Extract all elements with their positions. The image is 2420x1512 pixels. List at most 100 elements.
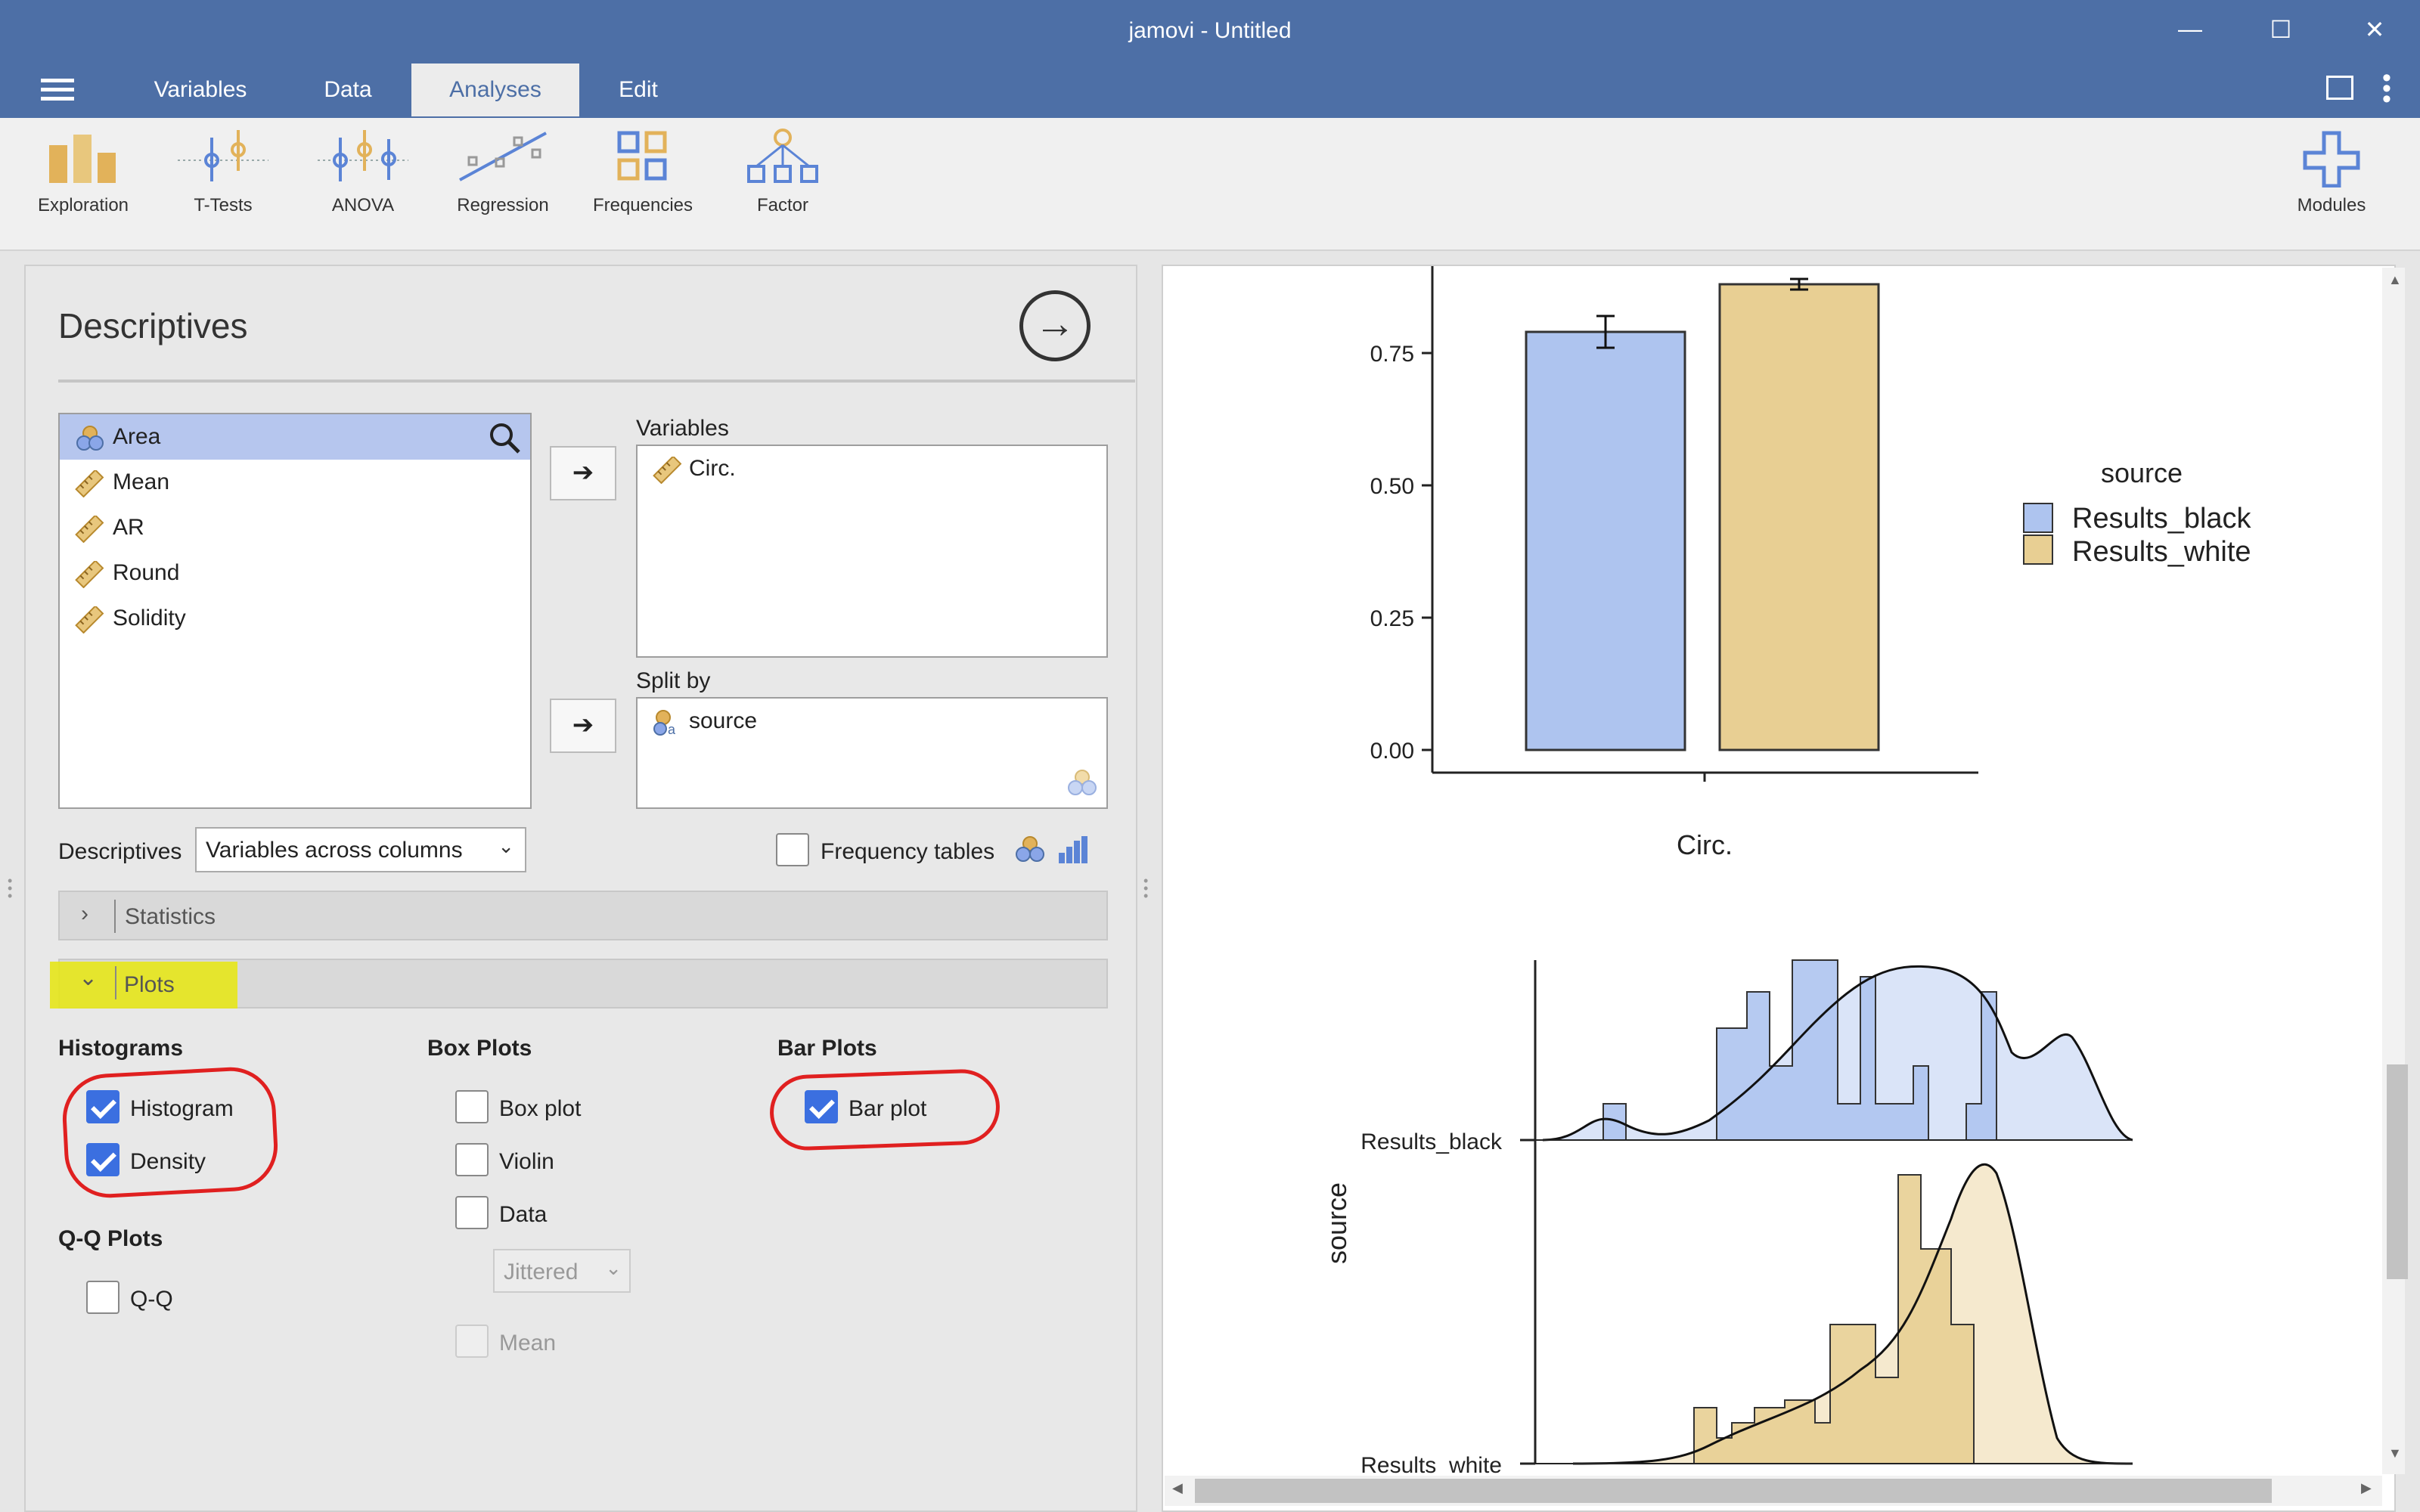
mean-label: Mean bbox=[499, 1331, 557, 1356]
variables-target-list[interactable]: Circ. bbox=[636, 445, 1108, 658]
source-variables-list[interactable]: Area Mean AR Round Solidity bbox=[58, 413, 532, 809]
list-item[interactable]: Area bbox=[60, 414, 530, 460]
bar-plots-header: Bar Plots bbox=[777, 1036, 877, 1061]
list-item[interactable]: Circ. bbox=[638, 446, 1106, 491]
tab-edit[interactable]: Edit bbox=[619, 77, 658, 102]
density-checkbox[interactable] bbox=[86, 1143, 119, 1176]
hamburger-menu-icon[interactable] bbox=[41, 74, 74, 104]
tab-variables[interactable]: Variables bbox=[154, 77, 247, 102]
modules-button[interactable]: Modules bbox=[2267, 127, 2396, 240]
density-curve-white bbox=[1572, 1163, 2133, 1465]
title-bar bbox=[0, 0, 2420, 118]
bar-x-label: Circ. bbox=[1677, 829, 1733, 860]
nominal-variable-icon bbox=[1068, 770, 1097, 795]
layout-select[interactable]: Variables across columns ⌄ bbox=[195, 827, 526, 872]
density-y-label-white: Results_white bbox=[1360, 1453, 1502, 1478]
regression-button[interactable]: Regression bbox=[439, 127, 567, 240]
legend-title: source bbox=[2101, 457, 2183, 488]
chevron-down-icon: ⌄ bbox=[498, 835, 514, 857]
layout-label: Descriptives bbox=[58, 839, 182, 864]
red-annotation-circle bbox=[768, 1067, 1001, 1152]
density-y-label-black: Results_black bbox=[1360, 1129, 1503, 1154]
qq-checkbox[interactable] bbox=[86, 1281, 119, 1314]
error-bar bbox=[1596, 314, 1615, 349]
vertical-scrollbar-thumb[interactable] bbox=[2387, 1064, 2408, 1279]
bar-results_black bbox=[1525, 330, 1686, 751]
scroll-down-icon[interactable]: ▼ bbox=[2388, 1445, 2402, 1461]
statistics-section-header[interactable]: › Statistics bbox=[58, 891, 1108, 940]
bar-plot-label: Bar plot bbox=[849, 1096, 927, 1121]
factor-icon bbox=[747, 129, 818, 183]
violin-checkbox[interactable] bbox=[455, 1143, 489, 1176]
vertical-scrollbar[interactable] bbox=[2382, 268, 2405, 1474]
ruler-icon bbox=[75, 516, 104, 543]
scroll-right-icon[interactable]: ▶ bbox=[2361, 1480, 2372, 1495]
chevron-down-icon: ⌄ bbox=[79, 965, 98, 990]
histogram-label: Histogram bbox=[130, 1096, 234, 1121]
ruler-icon bbox=[75, 470, 104, 497]
section-divider bbox=[115, 966, 116, 999]
plots-section-label: Plots bbox=[124, 972, 175, 997]
data-checkbox[interactable] bbox=[455, 1196, 489, 1229]
move-to-variables-button[interactable]: ➔ bbox=[550, 446, 616, 500]
panel-resize-handle[interactable]: • • • bbox=[8, 873, 13, 903]
ruler-icon bbox=[653, 457, 682, 484]
panel-resize-handle[interactable]: • • • bbox=[1143, 873, 1149, 903]
histogram-white bbox=[1693, 1174, 1975, 1464]
density-label: Density bbox=[130, 1149, 206, 1174]
bar-y-tick-label: 0.00 bbox=[1370, 739, 1414, 764]
analysis-title: Descriptives bbox=[58, 306, 248, 345]
mean-checkbox[interactable] bbox=[455, 1325, 489, 1358]
close-button[interactable]: ✕ bbox=[2364, 16, 2385, 43]
regression-icon bbox=[459, 132, 547, 181]
arrow-right-circle-icon[interactable]: → bbox=[1019, 290, 1091, 361]
window-title: jamovi - Untitled bbox=[1128, 18, 1292, 43]
splitby-target-list[interactable]: a source bbox=[636, 697, 1108, 809]
move-to-splitby-button[interactable]: ➔ bbox=[550, 699, 616, 753]
jitter-select[interactable]: Jittered ⌄ bbox=[493, 1249, 631, 1293]
t-tests-button[interactable]: T-Tests bbox=[159, 127, 287, 240]
frequencies-icon bbox=[617, 131, 667, 181]
tab-data[interactable]: Data bbox=[324, 77, 372, 102]
list-item[interactable]: Round bbox=[60, 550, 530, 596]
box-plot-checkbox[interactable] bbox=[455, 1090, 489, 1123]
scroll-left-icon[interactable]: ◀ bbox=[1172, 1480, 1183, 1495]
search-icon[interactable] bbox=[487, 420, 522, 455]
legend-swatch-black bbox=[2023, 503, 2053, 533]
nominal-variable-icon bbox=[76, 426, 104, 451]
legend-label-black: Results_black bbox=[2072, 503, 2252, 534]
list-item[interactable]: Mean bbox=[60, 460, 530, 505]
nominal-variable-icon bbox=[1016, 836, 1044, 862]
tab-analyses[interactable]: Analyses bbox=[411, 64, 579, 116]
title-divider bbox=[58, 380, 1135, 383]
results-mode-icon[interactable] bbox=[2326, 76, 2353, 100]
factor-button[interactable]: Factor bbox=[718, 127, 847, 240]
t-tests-icon bbox=[178, 130, 268, 181]
minimize-button[interactable]: — bbox=[2178, 15, 2202, 42]
scroll-up-icon[interactable]: ▲ bbox=[2388, 272, 2402, 287]
box-plots-header: Box Plots bbox=[427, 1036, 532, 1061]
more-options-icon[interactable]: • • • bbox=[2382, 64, 2391, 113]
density-y-axis-title: source bbox=[1321, 1182, 1352, 1264]
histogram-checkbox[interactable] bbox=[86, 1090, 119, 1123]
horizontal-scrollbar-thumb[interactable] bbox=[1195, 1479, 2272, 1503]
frequency-tables-checkbox[interactable] bbox=[776, 833, 809, 866]
svg-text:a: a bbox=[668, 722, 676, 736]
exploration-button[interactable]: Exploration bbox=[19, 127, 147, 240]
anova-button[interactable]: ANOVA bbox=[299, 127, 427, 240]
density-curve-black bbox=[1542, 965, 2133, 1142]
chevron-down-icon: ⌄ bbox=[605, 1256, 622, 1279]
histograms-header: Histograms bbox=[58, 1036, 184, 1061]
maximize-button[interactable]: ☐ bbox=[2270, 16, 2292, 43]
list-item[interactable]: a source bbox=[638, 699, 1106, 744]
bar-y-tick-label: 0.50 bbox=[1370, 474, 1414, 499]
plus-icon bbox=[2303, 131, 2360, 187]
list-item[interactable]: Solidity bbox=[60, 596, 530, 641]
box-plot-label: Box plot bbox=[499, 1096, 582, 1121]
list-item[interactable]: AR bbox=[60, 505, 530, 550]
frequencies-button[interactable]: Frequencies bbox=[579, 127, 707, 240]
legend-label-white: Results_white bbox=[2072, 536, 2251, 568]
anova-icon bbox=[318, 130, 408, 181]
bar-plot-checkbox[interactable] bbox=[805, 1090, 838, 1123]
chevron-right-icon: › bbox=[81, 901, 88, 926]
